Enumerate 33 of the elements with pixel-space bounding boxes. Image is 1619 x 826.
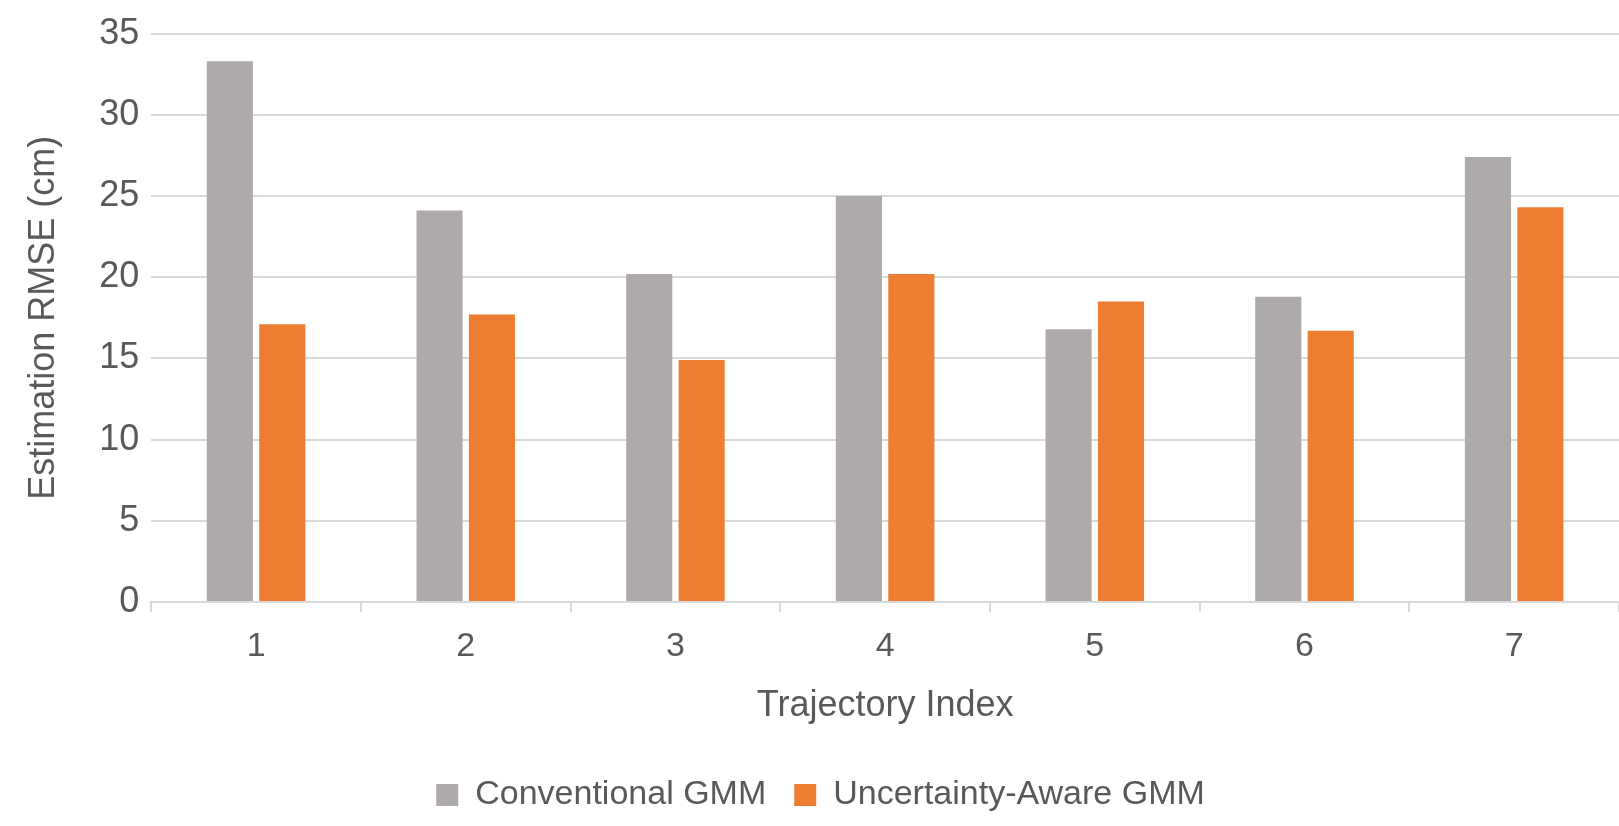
bar	[835, 196, 882, 601]
x-axis-title: Trajectory Index	[756, 683, 1014, 725]
bar	[1464, 157, 1512, 601]
bar	[888, 273, 935, 601]
y-tick-label: 15	[99, 335, 140, 377]
bar	[678, 360, 725, 601]
y-tick-label: 30	[99, 91, 140, 133]
bar	[259, 324, 306, 601]
y-tick-label: 10	[99, 416, 140, 458]
bar	[626, 273, 673, 601]
legend-label: Uncertainty-Aware GMM	[833, 773, 1205, 812]
y-axis-title: Estimation RMSE (cm)	[20, 135, 62, 500]
y-tick-label: 5	[119, 497, 140, 539]
bar	[1517, 207, 1564, 601]
bar	[1307, 330, 1354, 601]
bar	[1045, 329, 1092, 601]
bar	[468, 314, 516, 601]
x-tick-label: 7	[1504, 624, 1524, 663]
bar	[1255, 296, 1302, 601]
x-tick-label: 5	[1085, 624, 1105, 663]
bar	[1097, 301, 1145, 601]
bar	[416, 210, 463, 601]
x-tick-label: 6	[1295, 624, 1314, 663]
y-tick-label: 35	[99, 10, 140, 52]
x-tick-label: 1	[246, 624, 266, 663]
x-tick-label: 4	[875, 624, 895, 663]
y-tick-label: 20	[99, 254, 140, 296]
x-tick-label: 2	[456, 624, 476, 663]
y-tick-label: 0	[119, 578, 140, 620]
legend-label: Conventional GMM	[475, 773, 767, 812]
y-tick-label: 25	[99, 172, 140, 214]
x-tick-label: 3	[665, 624, 685, 663]
bar	[206, 61, 253, 601]
